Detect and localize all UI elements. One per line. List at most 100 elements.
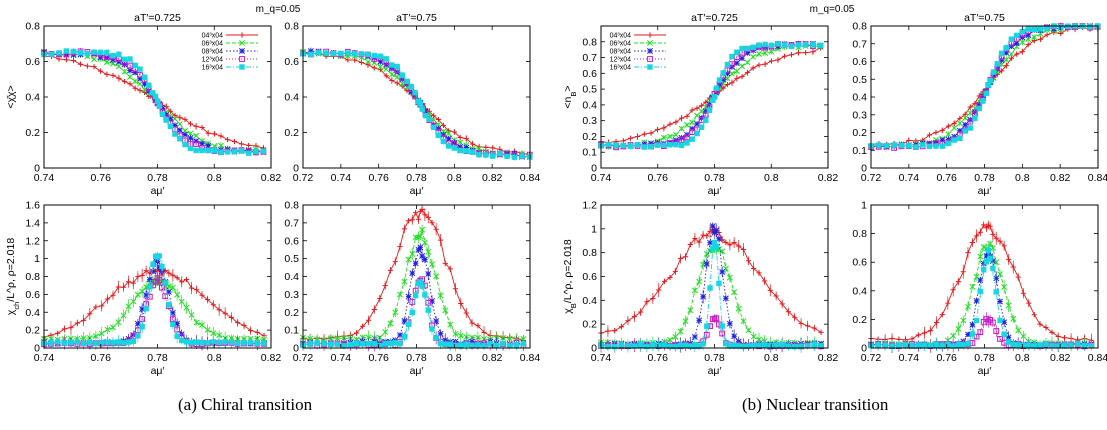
data-point xyxy=(143,305,149,312)
data-point xyxy=(672,131,679,138)
series-line-06³x04 xyxy=(601,245,822,345)
data-point xyxy=(172,112,178,118)
legend-label: 08³x04 xyxy=(202,49,224,56)
data-point xyxy=(167,108,174,114)
data-point xyxy=(371,341,377,347)
data-point xyxy=(234,340,241,346)
y-tick-label: 0.4 xyxy=(852,285,867,297)
data-point xyxy=(788,43,795,49)
data-point xyxy=(782,53,788,59)
data-point xyxy=(722,295,729,302)
data-point xyxy=(977,277,984,284)
y-tick-label: 0.2 xyxy=(852,127,867,139)
data-point xyxy=(818,343,824,349)
data-point xyxy=(125,279,132,285)
data-point xyxy=(132,69,139,76)
data-point xyxy=(694,130,700,137)
data-point xyxy=(977,329,984,335)
data-point xyxy=(682,318,689,325)
data-point xyxy=(965,303,971,310)
y-tick-label: 0.6 xyxy=(284,56,299,68)
data-point xyxy=(110,292,116,298)
data-point xyxy=(193,141,200,148)
data-point xyxy=(967,116,974,123)
panel-chiral-top-right: 0.72 0.74 0.76 0.78 0.8 0.82 0.84 0 0.2 0.4 0.6 0.8… xyxy=(284,12,540,197)
data-point xyxy=(696,239,702,245)
data-point xyxy=(891,142,897,148)
x-tick-label: 0.76 xyxy=(91,172,112,184)
data-point xyxy=(440,138,447,145)
data-point xyxy=(77,61,84,67)
data-point xyxy=(744,59,751,66)
data-point xyxy=(1043,324,1049,331)
data-point xyxy=(55,330,61,336)
y-tick-label: 0.1 xyxy=(582,147,597,159)
data-point xyxy=(139,306,146,312)
data-point xyxy=(667,336,673,343)
data-point xyxy=(483,144,489,150)
x-tick-label: 0.82 xyxy=(482,172,503,184)
data-point xyxy=(130,298,137,305)
data-point xyxy=(490,145,496,151)
data-point xyxy=(446,143,452,149)
data-point xyxy=(174,320,181,327)
data-point xyxy=(967,118,974,125)
data-point xyxy=(174,275,180,281)
data-point xyxy=(980,267,987,273)
legend-label: 06³x04 xyxy=(202,41,224,48)
series-16³x04 xyxy=(868,243,1095,353)
data-point xyxy=(452,286,458,292)
data-point xyxy=(359,340,366,347)
y-axis-label: χch/L^ρ, ρ=2.018 xyxy=(5,238,21,316)
data-point xyxy=(993,289,999,295)
data-point xyxy=(93,304,99,310)
data-point xyxy=(334,341,341,347)
data-point xyxy=(762,41,768,48)
y-axis-label: <nB> xyxy=(562,85,578,108)
data-point xyxy=(731,342,737,348)
x-tick-label: 0.78 xyxy=(704,172,725,184)
data-point xyxy=(193,123,199,129)
data-point xyxy=(104,296,111,302)
data-point xyxy=(915,342,922,348)
data-point xyxy=(933,143,939,149)
data-point xyxy=(405,256,412,263)
data-point xyxy=(756,51,762,57)
data-point xyxy=(104,71,110,77)
data-point xyxy=(392,309,399,316)
y-tick-label: 0.8 xyxy=(25,271,40,283)
y-tick-label: 0.2 xyxy=(284,127,299,139)
y-tick-label: 0.2 xyxy=(582,131,597,143)
data-point xyxy=(672,333,679,340)
data-point xyxy=(1087,24,1093,30)
data-point xyxy=(704,233,710,239)
data-point xyxy=(433,334,439,341)
data-point xyxy=(409,250,416,257)
data-point xyxy=(719,268,726,275)
data-point xyxy=(1020,333,1027,340)
data-point xyxy=(1075,341,1081,347)
subcaption-chiral: (a) Chiral transition xyxy=(178,395,313,414)
data-point xyxy=(739,45,745,52)
data-point xyxy=(520,341,527,347)
data-point xyxy=(394,63,400,70)
x-tick-label: 0.72 xyxy=(293,172,314,184)
data-point xyxy=(116,51,122,58)
data-point xyxy=(127,73,133,80)
x-tick-label: 0.84 xyxy=(520,172,541,184)
data-point xyxy=(205,130,211,136)
data-point xyxy=(972,115,978,122)
x-tick-label: 0.74 xyxy=(591,352,612,364)
data-point xyxy=(648,143,654,150)
panel-title: aT′=0.75 xyxy=(396,12,437,24)
data-point xyxy=(951,125,958,131)
panel-title: aT′=0.725 xyxy=(134,12,181,24)
data-point xyxy=(898,142,905,149)
x-tick-label: 0.82 xyxy=(818,172,839,184)
data-point xyxy=(204,340,211,346)
legend-label: 08³x04 xyxy=(610,49,632,56)
data-point xyxy=(1019,39,1026,46)
data-point xyxy=(927,343,934,349)
x-tick-label: 0.8 xyxy=(447,352,462,364)
data-point xyxy=(387,320,394,327)
